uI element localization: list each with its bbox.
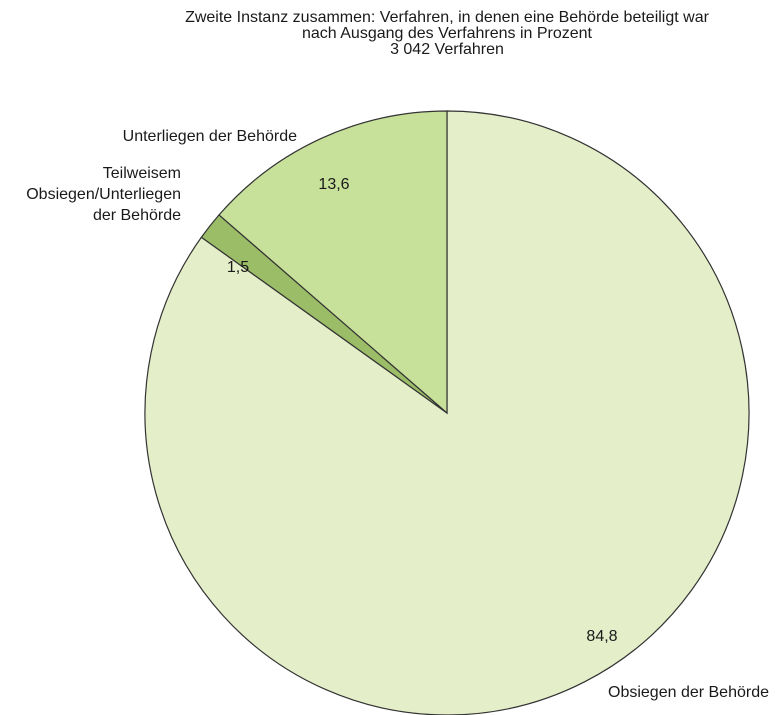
category-label: Obsiegen der Behörde: [608, 684, 769, 701]
chart-title: Zweite Instanz zusammen: Verfahren, in d…: [185, 9, 709, 26]
pie-slice: [218, 110, 448, 415]
value-label: 13,6: [318, 176, 349, 193]
chart-title: 3 042 Verfahren: [390, 41, 504, 58]
value-label: 1,5: [227, 259, 249, 276]
category-label: Teilweisem Obsiegen/Unterliegen der Behö…: [26, 165, 181, 224]
chart-title: nach Ausgang des Verfahrens in Prozent: [302, 25, 592, 42]
value-label: 84,8: [586, 628, 617, 645]
category-label: Unterliegen der Behörde: [122, 128, 297, 145]
